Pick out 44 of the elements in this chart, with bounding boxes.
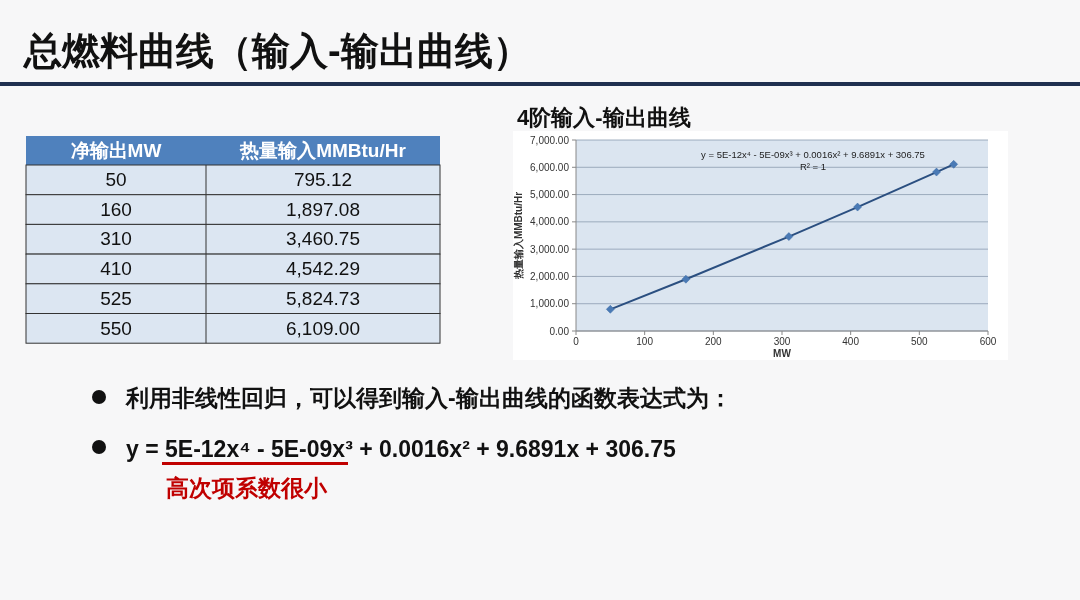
text: 50	[105, 169, 127, 190]
y-tick-label: 6,000.00	[530, 161, 570, 173]
text: 热量输入MMBtu/Hr	[239, 140, 407, 161]
y-tick-label: 4,000.00	[530, 216, 570, 228]
text: 6,109.00	[286, 317, 360, 339]
text: 410	[100, 258, 132, 280]
point	[949, 160, 958, 169]
y-tick-label: 1,000.00	[530, 298, 570, 310]
y-tick-label: 7,000.00	[530, 134, 570, 146]
x-tick-label: 100	[636, 336, 654, 347]
text: 净输出MW	[70, 140, 162, 161]
text: 利用非线性回归，可以得到输入-输出曲线的函数表达式为：	[125, 385, 732, 411]
text: 310	[100, 228, 132, 250]
text: 1,897.08	[286, 198, 360, 220]
text: 795.12	[293, 169, 353, 190]
point	[784, 232, 794, 241]
y-axis-title: 热量输入MMBtu/Hr	[513, 191, 524, 281]
point	[681, 274, 691, 284]
text: 550	[100, 317, 132, 339]
text: 4,542.29	[286, 258, 360, 280]
annotation: y = 5E-12x⁴ - 5E-09x³ + 0.0016x² + 9.6891x + 306.75	[701, 149, 925, 160]
text: 高次项系数很小	[166, 475, 328, 501]
x-tick-label: 600	[979, 336, 997, 347]
y-tick-label: 3,000.00	[530, 243, 570, 255]
x-tick-label: 0	[573, 336, 580, 347]
text: 3,460.75	[286, 228, 360, 250]
point	[932, 167, 941, 177]
x-tick-label: 400	[842, 336, 860, 347]
y-tick-label: 2,000.00	[530, 270, 570, 282]
x-tick-label: 300	[773, 336, 791, 347]
text: 5,824.73	[286, 287, 360, 309]
annotation: R² = 1	[799, 161, 827, 172]
y-tick-label: 0.00	[549, 325, 570, 337]
x-axis-title: MW	[773, 348, 792, 359]
y-tick-label: 5,000.00	[530, 189, 570, 201]
chart-title: 总燃料曲线（输入-输出曲线）	[22, 30, 531, 72]
x-tick-label: 500	[910, 336, 929, 347]
x-tick-label: 200	[704, 336, 723, 347]
point	[606, 305, 615, 314]
text: y = 5E-12x⁴ - 5E-09x³ + 0.0016x² + 9.6891x + 306.75	[126, 436, 676, 462]
point	[853, 202, 862, 212]
text: 525	[100, 287, 132, 309]
text: 160	[100, 198, 132, 220]
chart-subtitle: 4阶输入-输出曲线	[517, 105, 691, 130]
